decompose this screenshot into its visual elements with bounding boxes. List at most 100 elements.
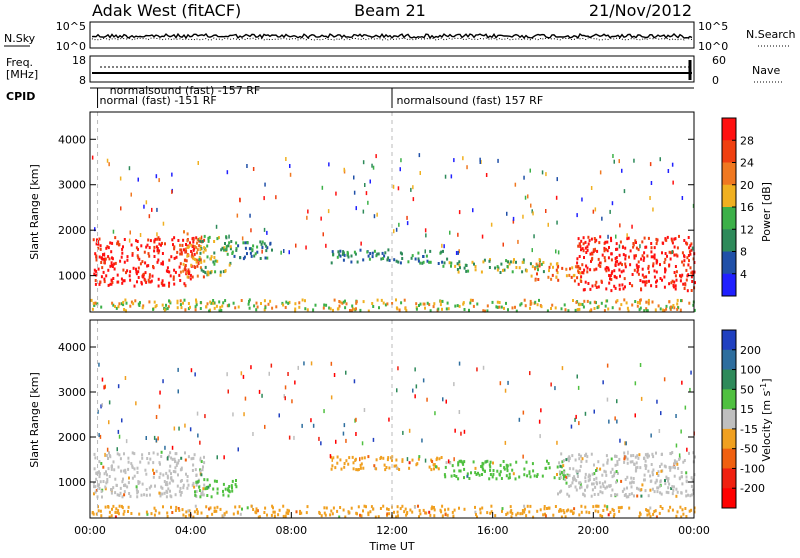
colorbar-segment [722,273,736,297]
echo-cell [177,461,180,465]
echo-cell [606,458,609,462]
echo-cell [192,257,195,261]
echo-cell [512,472,515,476]
echo-cell [156,452,159,456]
echo-cell [218,309,221,313]
echo-cell [260,302,262,305]
echo-cell [187,307,190,311]
echo-cell [102,465,105,469]
echo-cell [419,302,422,306]
echo-cell [145,436,147,440]
echo-cell [395,298,397,302]
echo-cell [121,281,124,285]
echo-cell [259,257,262,260]
colorbar-tick-label: 15 [740,403,754,416]
echo-cell [239,512,242,516]
echo-cell [400,301,403,305]
echo-cell [339,249,342,253]
echo-cell [255,507,258,511]
echo-cell [159,390,161,395]
echo-cell [138,480,141,484]
echo-cell [569,484,572,488]
echo-cell [373,214,376,219]
echo-cell [690,289,693,292]
echo-cell [268,371,270,376]
echo-cell [380,298,383,302]
echo-cell [169,464,172,468]
echo-cell [433,514,436,518]
echo-cell [187,483,190,487]
echo-cell [158,491,161,495]
echo-cell [131,253,134,257]
echo-cell [518,266,521,270]
echo-cell [607,234,609,239]
echo-cell [137,490,139,494]
echo-cell [401,252,403,256]
echo-cell [401,459,404,463]
echo-cell [564,308,567,312]
echo-cell [138,257,141,261]
echo-cell [665,238,668,242]
echo-cell [285,511,288,515]
echo-cell [173,247,176,251]
echo-cell [598,241,601,245]
echo-cell [152,451,155,455]
echo-cell [144,261,147,265]
echo-cell [644,283,647,287]
echo-cell [94,485,97,489]
echo-cell [386,258,389,262]
echo-cell [506,469,509,473]
echo-cell [412,185,414,190]
echo-cell [395,259,398,263]
echo-cell [153,245,156,249]
echo-cell [252,432,254,436]
echo-cell [104,485,107,489]
echo-cell [684,507,687,510]
echo-cell [183,298,186,302]
echo-cell [233,254,236,258]
echo-cell [685,268,688,272]
nsky-left-tick-top: 10^5 [56,20,86,33]
echo-cell [652,455,655,459]
echo-cell [331,512,334,516]
echo-cell [120,255,123,259]
echo-cell [572,299,574,302]
freq-label-line2: [MHz] [6,68,38,81]
echo-cell [333,298,336,302]
echo-cell [429,513,432,517]
echo-cell [155,438,158,443]
echo-cell [323,506,326,510]
echo-cell [476,515,478,519]
echo-cell [367,455,370,459]
echo-cell [624,246,627,250]
echo-cell [341,252,344,256]
echo-cell [580,504,583,508]
echo-cell [264,182,266,187]
echo-cell [126,269,129,273]
echo-cell [215,479,218,483]
echo-cell [128,476,130,480]
echo-cell [97,240,100,243]
echo-cell [645,300,648,304]
echo-cell [689,494,692,498]
echo-cell [117,384,120,389]
echo-cell [186,486,189,490]
echo-cell [130,243,133,247]
echo-cell [530,203,532,208]
echo-cell [93,272,96,276]
echo-cell [477,471,479,475]
echo-cell [339,506,342,509]
echo-cell [387,456,390,460]
echo-cell [171,511,174,514]
echo-cell [687,273,690,277]
echo-cell [130,192,132,197]
echo-cell [684,405,687,410]
echo-cell [595,301,597,305]
echo-cell [522,214,524,219]
echo-cell [626,486,628,490]
echo-cell [579,454,582,458]
echo-cell [522,410,525,415]
echo-cell [163,491,166,495]
echo-cell [282,303,285,307]
echo-cell [523,473,526,477]
